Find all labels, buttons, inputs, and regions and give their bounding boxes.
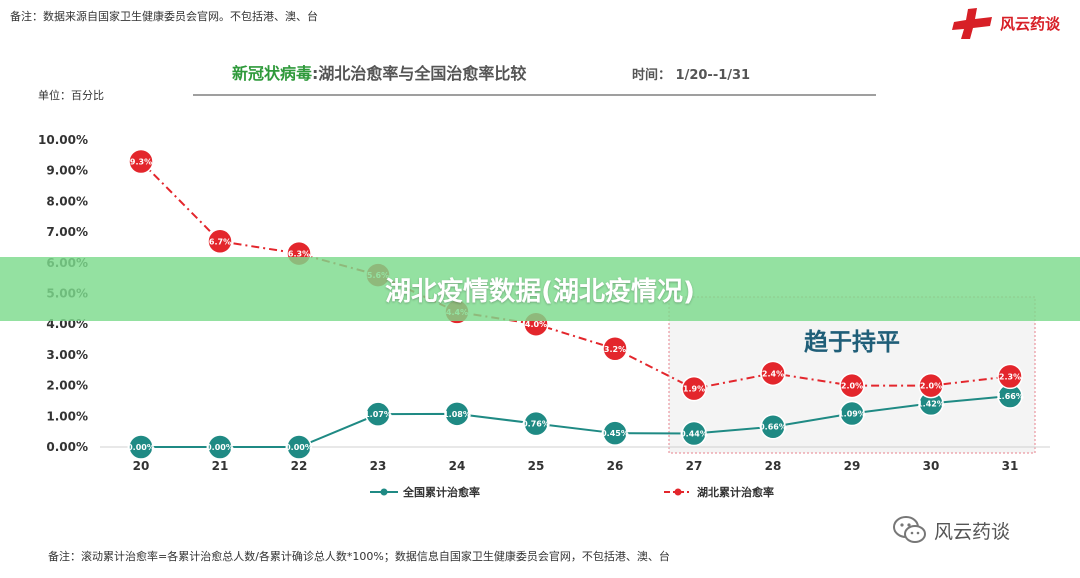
- data-label-national: 1.07%: [364, 410, 392, 419]
- x-tick-label: 27: [686, 459, 703, 473]
- data-label-national: 0.00%: [285, 443, 313, 452]
- legend-hubei-marker: [674, 488, 682, 496]
- data-point-national: [839, 400, 865, 427]
- data-point-hubei: [997, 363, 1023, 390]
- y-tick-label: 7.00%: [46, 225, 88, 239]
- data-point-national: [286, 434, 312, 460]
- y-tick-label: 3.00%: [46, 348, 88, 362]
- data-point-hubei: [918, 372, 944, 399]
- bottom-note: 备注：滚动累计治愈率=各累计治愈总人数/各累计确诊总人数*100%；数据信息自国…: [48, 550, 670, 563]
- time-value: 1/20--1/31: [675, 68, 751, 83]
- data-label-national: 0.44%: [680, 429, 708, 438]
- y-tick-label: 8.00%: [46, 194, 88, 208]
- data-label-hubei: 2.4%: [762, 369, 784, 378]
- x-tick-label: 23: [370, 459, 387, 473]
- red-cross-icon: [952, 8, 992, 39]
- data-point-national: [128, 434, 154, 460]
- data-label-hubei: 2.0%: [920, 382, 942, 391]
- data-label-hubei: 6.7%: [209, 237, 231, 246]
- data-label-national: 0.00%: [206, 443, 234, 452]
- time-range: 时间： 1/20--1/31: [632, 64, 750, 83]
- data-label-national: 0.66%: [759, 423, 787, 432]
- legend-national-label: 全国累计治愈率: [402, 485, 480, 499]
- data-label-national: 1.66%: [996, 392, 1024, 401]
- data-label-national: 0.00%: [127, 443, 155, 452]
- wechat-icon: [893, 516, 926, 543]
- data-point-national: [760, 413, 786, 440]
- x-tick-label: 26: [607, 459, 624, 473]
- data-point-national: [523, 410, 549, 437]
- x-tick-label: 30: [923, 459, 940, 473]
- data-label-national: 0.76%: [522, 420, 550, 429]
- data-point-national: [365, 401, 391, 427]
- overlay-banner: 湖北疫情数据(湖北疫情况): [0, 257, 1080, 321]
- unit-label: 单位：百分比: [38, 89, 104, 102]
- series-line-national: [141, 395, 1011, 448]
- data-label-hubei: 2.3%: [999, 372, 1021, 381]
- top-note: 备注：数据来源自国家卫生健康委员会官网。不包括港、澳、台: [10, 10, 318, 23]
- y-tick-label: 2.00%: [46, 379, 88, 393]
- legend-national-marker: [380, 488, 388, 496]
- x-tick-label: 22: [291, 459, 308, 473]
- data-point-national: [602, 420, 628, 446]
- data-point-hubei: [128, 148, 154, 175]
- legend: 全国累计治愈率 湖北累计治愈率: [370, 485, 774, 499]
- x-tick-label: 25: [528, 459, 545, 473]
- series-layer: 0.00% 0.00% 0.00% 1.07% 1.08% 0.76% 0.45% 0.44%…: [127, 148, 1024, 460]
- data-point-hubei: [207, 228, 233, 255]
- x-tick-label: 20: [133, 459, 150, 473]
- data-label-hubei: 9.3%: [130, 157, 152, 166]
- data-label-hubei: 6.3%: [288, 250, 310, 259]
- data-point-hubei: [681, 375, 707, 402]
- wechat-name: 风云药谈: [934, 520, 1011, 543]
- y-tick-label: 10.00%: [38, 133, 88, 147]
- data-point-national: [681, 420, 707, 447]
- data-point-hubei: [760, 360, 786, 387]
- x-tick-label: 21: [212, 459, 229, 473]
- legend-hubei-label: 湖北累计治愈率: [697, 485, 774, 499]
- time-label: 时间：: [632, 68, 672, 83]
- data-label-hubei: 2.0%: [841, 382, 863, 391]
- data-point-hubei: [602, 336, 628, 362]
- chart-title-main: 新冠状病毒: [232, 64, 313, 83]
- x-tick-label: 28: [765, 459, 782, 473]
- data-label-national: 1.42%: [917, 399, 945, 408]
- y-tick-label: 0.00%: [46, 440, 88, 454]
- x-tick-label: 31: [1002, 459, 1019, 473]
- data-point-national: [207, 434, 233, 460]
- series-line-hubei: [140, 160, 1011, 390]
- data-point-national: [444, 401, 470, 427]
- y-tick-label: 9.00%: [46, 164, 88, 178]
- data-label-national: 0.45%: [601, 429, 629, 438]
- data-label-hubei: 3.2%: [604, 345, 626, 354]
- y-tick-label: 1.00%: [46, 409, 88, 423]
- flat-trend-label: 趋于持平: [804, 328, 900, 356]
- data-label-national: 1.08%: [443, 410, 471, 419]
- brand-name: 风云药谈: [1000, 14, 1061, 33]
- chart-title-sub: :湖北治愈率与全国治愈率比较: [312, 64, 527, 83]
- x-tick-label: 24: [449, 459, 466, 473]
- x-tick-label: 29: [844, 459, 861, 473]
- brand-logo: 风云药谈: [948, 6, 1060, 40]
- data-label-hubei: 4.0%: [525, 320, 547, 329]
- chart-title: 新冠状病毒:湖北治愈率与全国治愈率比较: [232, 60, 526, 84]
- data-point-hubei: [839, 372, 865, 399]
- data-label-hubei: 1.9%: [683, 385, 705, 394]
- wechat-watermark: 风云药谈: [892, 515, 1010, 545]
- data-label-national: 1.09%: [838, 410, 866, 419]
- banner-text: 湖北疫情数据(湖北疫情况): [385, 276, 695, 307]
